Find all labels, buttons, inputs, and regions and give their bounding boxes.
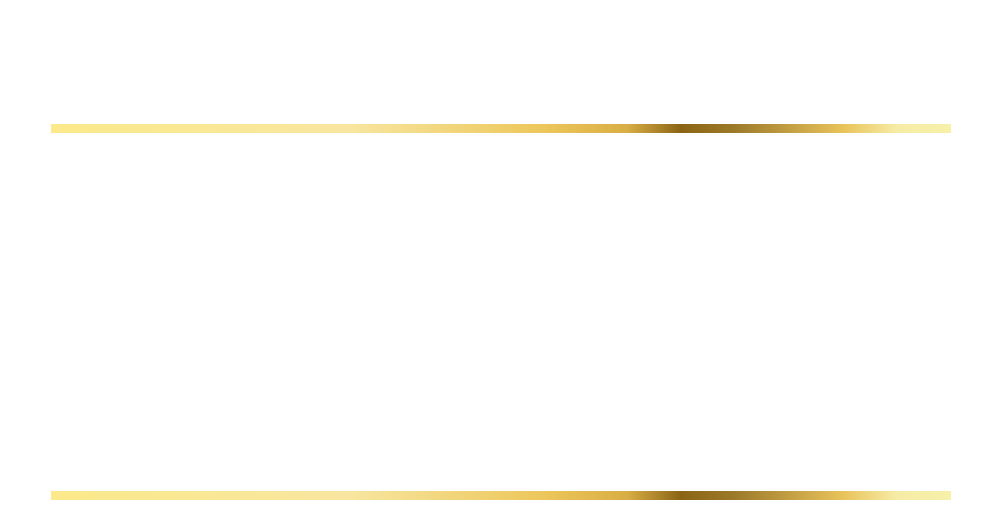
bottom-gold-rule [51,491,951,500]
top-gold-rule [51,124,951,133]
blank-content-area [51,133,951,491]
